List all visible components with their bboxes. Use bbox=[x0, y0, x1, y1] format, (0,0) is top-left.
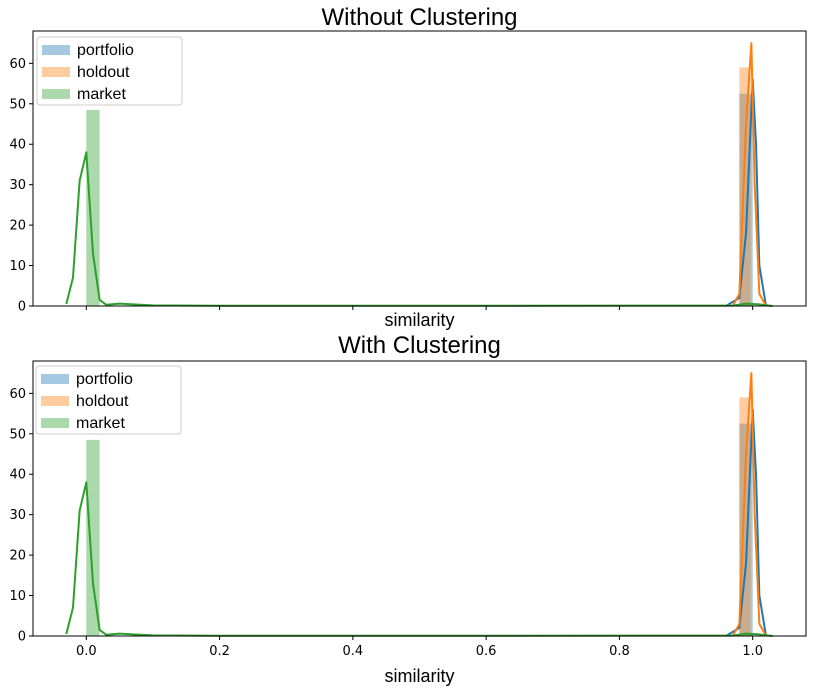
legend-box bbox=[35, 365, 182, 435]
y-tick-label: 30 bbox=[9, 508, 26, 523]
y-tick-label: 60 bbox=[9, 387, 26, 402]
chart-panel: With Clustering 0 10 20 30 40 50 60 0.0 0.2 0.4 0.6… bbox=[9, 332, 807, 686]
chart-panel: Without Clustering 0 10 20 30 40 50 60 similarit… bbox=[9, 4, 807, 330]
bar-market bbox=[86, 439, 100, 636]
legend: portfolio holdout market bbox=[36, 36, 183, 106]
legend-label-holdout: holdout bbox=[77, 64, 130, 81]
x-tick-label: 0.8 bbox=[609, 644, 630, 659]
y-tick-label: 40 bbox=[9, 468, 26, 483]
legend-label-market: market bbox=[77, 86, 126, 103]
legend-swatch-portfolio bbox=[42, 45, 70, 55]
y-tick-label: 60 bbox=[9, 57, 26, 72]
y-tick-label: 50 bbox=[9, 427, 26, 442]
y-tick-label: 20 bbox=[9, 549, 26, 564]
x-tick-label: 0.6 bbox=[476, 644, 497, 659]
x-axis-label: similarity bbox=[385, 310, 455, 330]
legend-swatch-holdout bbox=[41, 396, 69, 406]
x-axis-label: similarity bbox=[385, 666, 455, 686]
y-tick-label: 0 bbox=[18, 630, 26, 645]
legend-swatch-market bbox=[41, 418, 69, 428]
legend-swatch-market bbox=[42, 89, 70, 99]
legend-label-holdout: holdout bbox=[76, 393, 129, 410]
legend-label-portfolio: portfolio bbox=[77, 42, 134, 59]
chart-title: Without Clustering bbox=[321, 4, 517, 31]
chart-title: With Clustering bbox=[338, 332, 501, 359]
x-tick-label: 0.2 bbox=[209, 644, 230, 659]
legend-label-market: market bbox=[76, 415, 125, 432]
chart-panels: Without Clustering 0 10 20 30 40 50 60 similarit… bbox=[9, 4, 807, 686]
y-tick-label: 10 bbox=[9, 589, 26, 604]
kde-line-market bbox=[65, 151, 773, 307]
bar-market bbox=[739, 303, 753, 306]
legend-box bbox=[36, 36, 183, 106]
legend-swatch-portfolio bbox=[41, 374, 69, 384]
x-tick-label: 0.4 bbox=[343, 644, 364, 659]
legend-label-portfolio: portfolio bbox=[76, 371, 133, 388]
kde-line-market bbox=[65, 481, 773, 637]
axes-frame bbox=[32, 360, 807, 637]
y-tick-label: 10 bbox=[9, 259, 26, 274]
kde-line-holdout bbox=[731, 42, 767, 307]
y-tick-label: 50 bbox=[9, 97, 26, 112]
y-tick-label: 30 bbox=[9, 178, 26, 193]
y-tick-label: 20 bbox=[9, 219, 26, 234]
x-tick-label: 0.0 bbox=[76, 644, 97, 659]
x-tick-label: 1.0 bbox=[742, 644, 763, 659]
y-tick-label: 40 bbox=[9, 138, 26, 153]
bar-market bbox=[86, 109, 100, 306]
legend: portfolio holdout market bbox=[35, 365, 182, 435]
bar-holdout bbox=[739, 67, 751, 306]
kde-line-holdout bbox=[731, 372, 767, 637]
legend-swatch-holdout bbox=[42, 67, 70, 77]
axes-frame bbox=[32, 30, 807, 307]
bar-market bbox=[739, 633, 753, 636]
y-tick-label: 0 bbox=[18, 300, 26, 315]
bar-holdout bbox=[739, 397, 751, 636]
